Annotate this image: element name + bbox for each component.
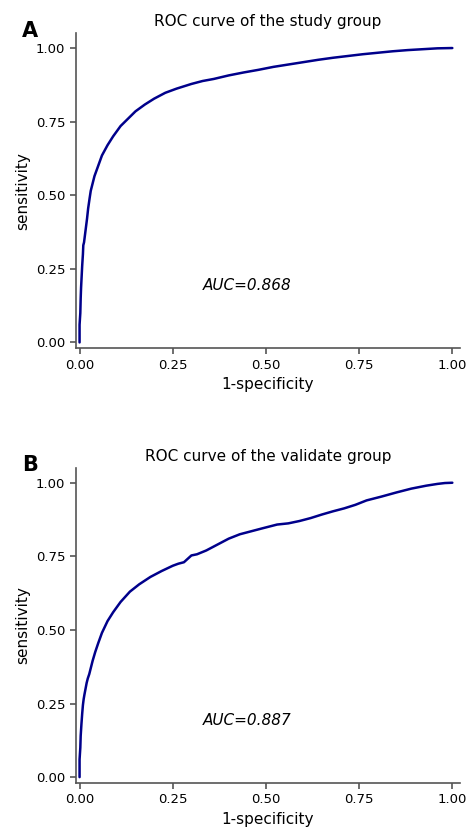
Y-axis label: sensitivity: sensitivity <box>15 152 30 230</box>
Y-axis label: sensitivity: sensitivity <box>15 586 30 665</box>
X-axis label: 1-specificity: 1-specificity <box>221 377 314 392</box>
Text: AUC=0.868: AUC=0.868 <box>202 278 292 293</box>
Text: AUC=0.887: AUC=0.887 <box>202 712 292 727</box>
Title: ROC curve of the validate group: ROC curve of the validate group <box>145 449 391 464</box>
X-axis label: 1-specificity: 1-specificity <box>221 812 314 827</box>
Text: A: A <box>22 21 38 41</box>
Title: ROC curve of the study group: ROC curve of the study group <box>154 14 382 29</box>
Text: B: B <box>22 456 38 476</box>
